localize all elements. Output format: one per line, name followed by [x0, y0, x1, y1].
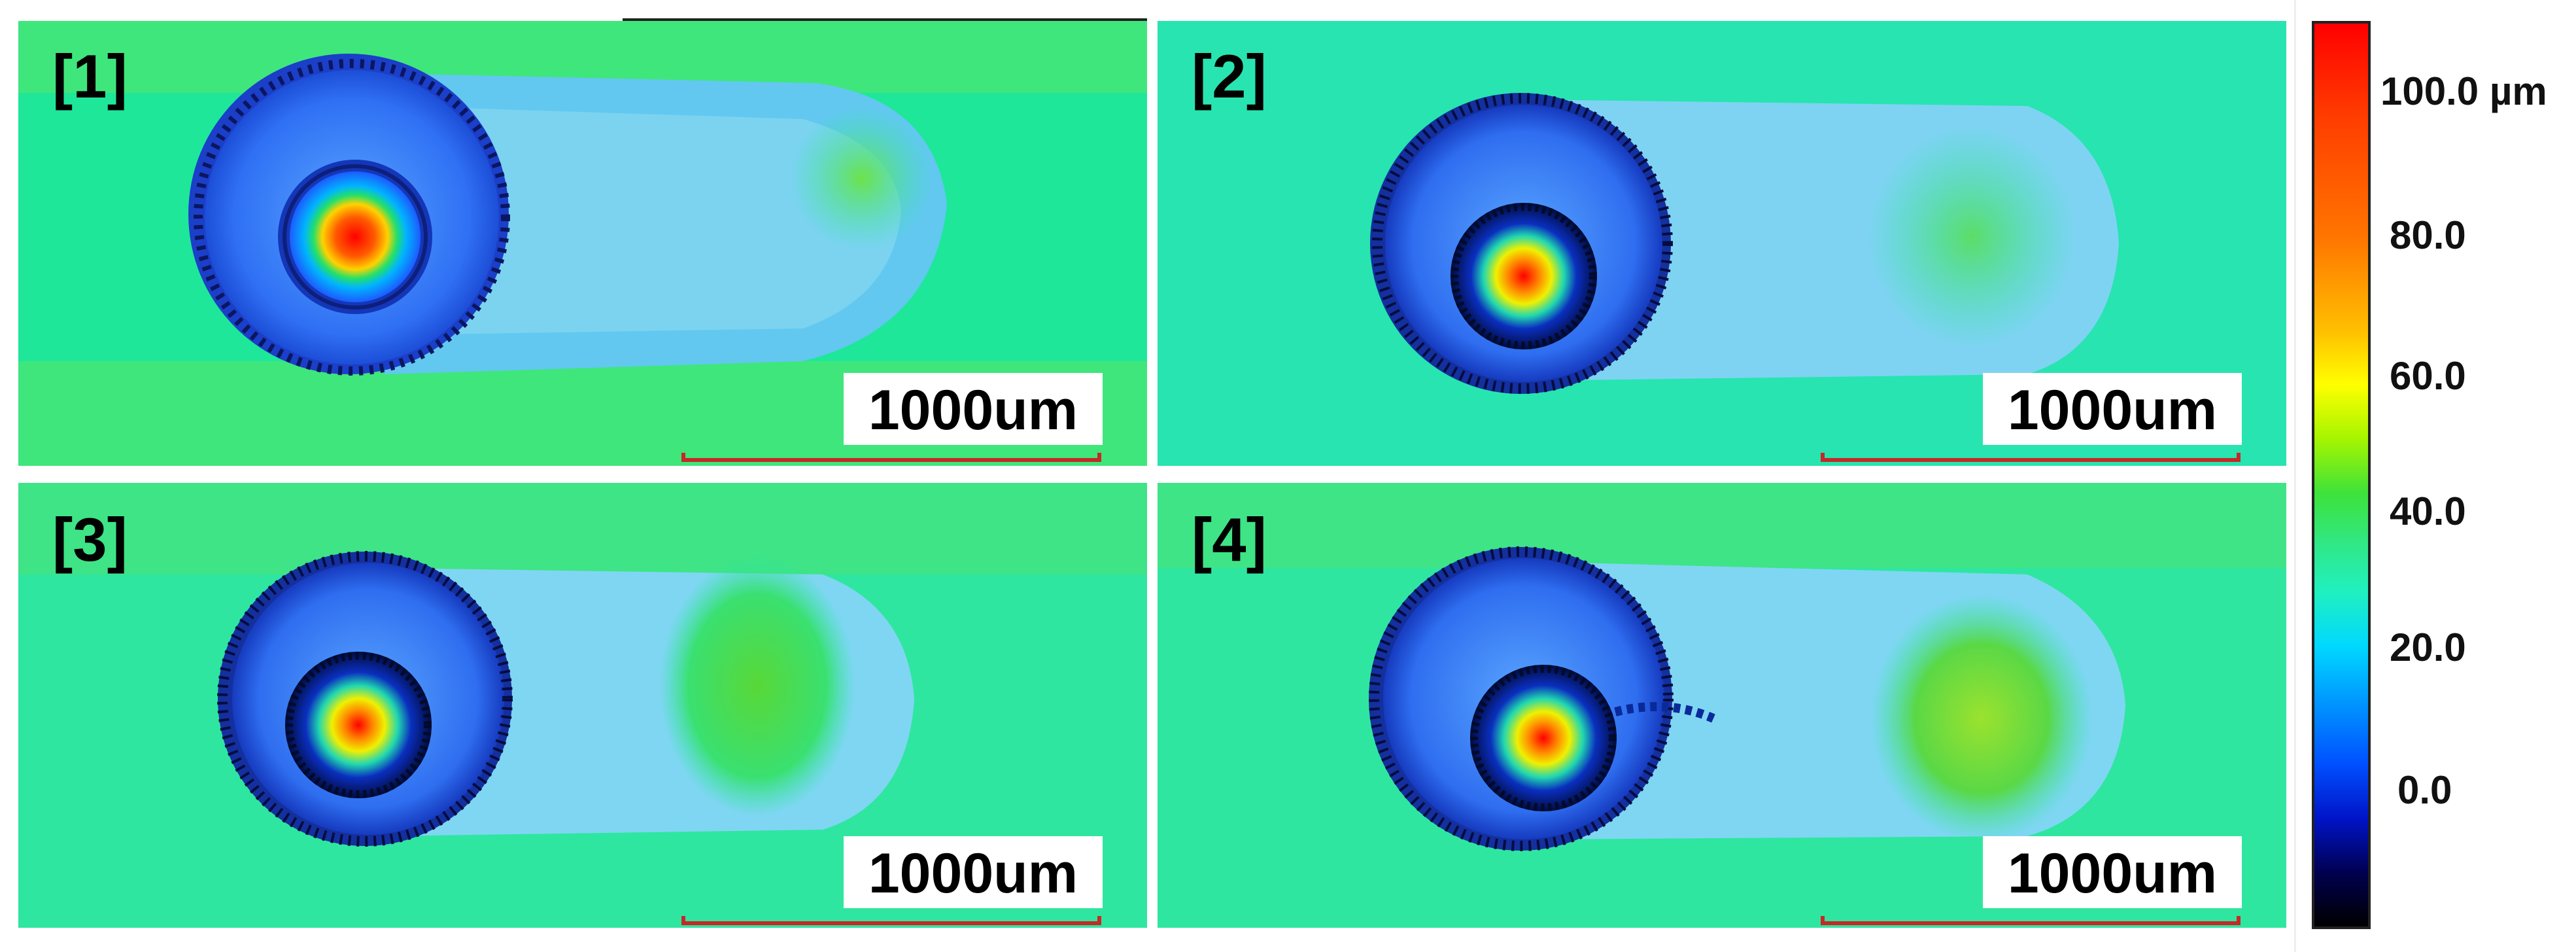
color-scale-tick-60: 60.0	[2390, 354, 2466, 398]
panel-label: [2]	[1192, 42, 1267, 111]
color-scale-tick-20: 20.0	[2390, 626, 2466, 669]
panel-label: [4]	[1192, 505, 1267, 574]
panel-4: [4] 1000um	[1158, 483, 2286, 928]
height-map-1	[18, 21, 1147, 466]
scale-bar	[1821, 916, 2241, 925]
color-scale-tick-80: 80.0	[2390, 213, 2466, 257]
panel-label: [1]	[52, 42, 128, 111]
scale-bar-label: 1000um	[1983, 373, 2242, 445]
scale-bar	[681, 453, 1101, 462]
color-scale-tick-100: 100.0 µm	[2380, 69, 2547, 113]
scale-bar	[681, 916, 1101, 925]
scale-bar-label: 1000um	[1983, 836, 2242, 908]
panel-label: [3]	[52, 505, 128, 574]
panel-divider	[2294, 0, 2296, 952]
panel-3: [3] 1000um	[18, 483, 1147, 928]
scale-bar	[1821, 453, 2241, 462]
color-scale-tick-0: 0.0	[2397, 768, 2452, 812]
scale-bar-label: 1000um	[844, 373, 1103, 445]
scale-bar-label: 1000um	[844, 836, 1103, 908]
color-scale-tick-40: 40.0	[2390, 489, 2466, 533]
panel-1: [1] 1000um	[18, 21, 1147, 466]
color-scale-bar	[2312, 21, 2371, 929]
panel-2: [2] 1000um	[1158, 21, 2286, 466]
